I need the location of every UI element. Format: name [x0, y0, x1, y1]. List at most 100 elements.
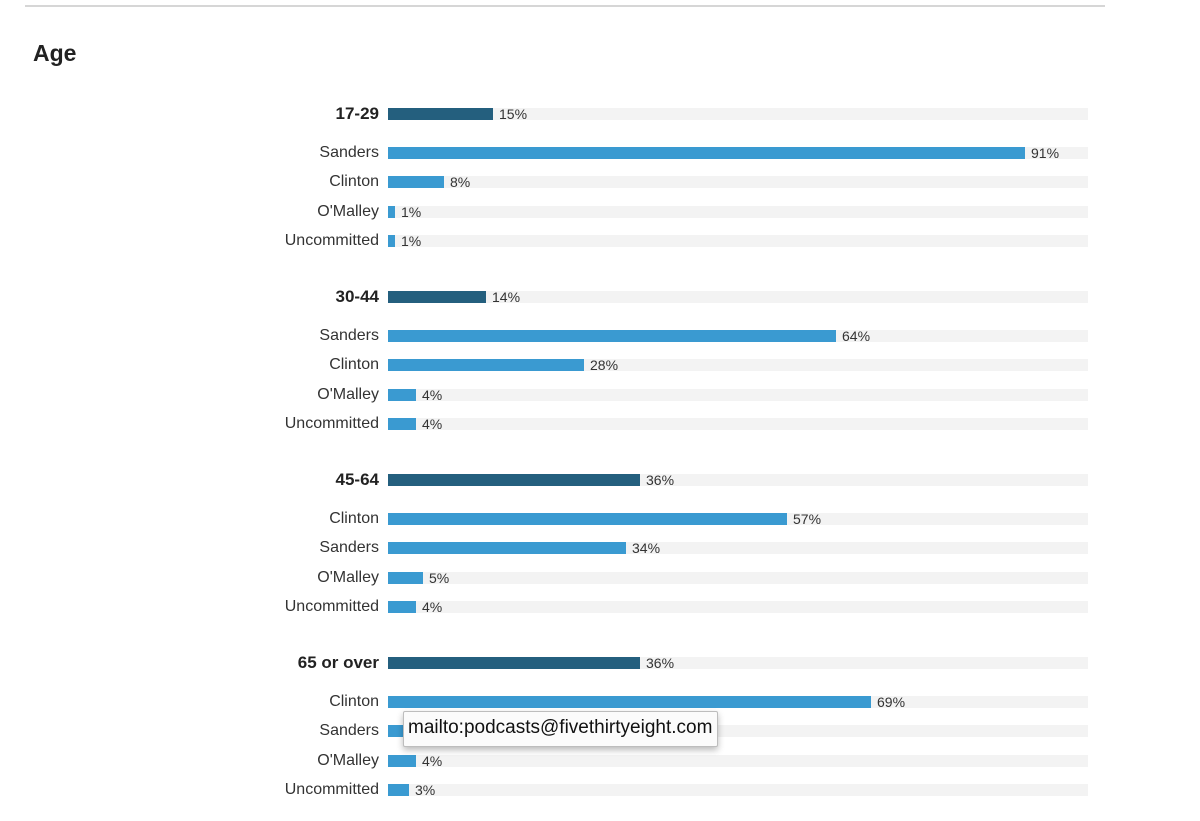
candidate-label: Clinton	[329, 173, 379, 190]
candidate-label: Uncommitted	[284, 415, 379, 432]
value-label: 64%	[842, 328, 871, 344]
value-label: 1%	[401, 233, 422, 249]
group-row: 45-64 36%	[0, 469, 1200, 491]
candidate-row: Sanders 64%	[0, 325, 1200, 347]
bar-track	[388, 359, 1088, 371]
group-bar	[388, 108, 493, 120]
group-row: 17-29 15%	[0, 103, 1200, 125]
bar-track	[388, 784, 1088, 796]
candidate-row: O'Malley 4%	[0, 750, 1200, 772]
bar-track	[388, 474, 1088, 486]
bar-track	[388, 147, 1088, 159]
bar-track	[388, 657, 1088, 669]
candidate-row: O'Malley 4%	[0, 384, 1200, 406]
group-bar	[388, 657, 640, 669]
candidate-row: Uncommitted 3%	[0, 779, 1200, 801]
candidate-label: Sanders	[319, 722, 379, 739]
candidate-bar	[388, 601, 416, 613]
candidate-row: Clinton 69%	[0, 691, 1200, 713]
candidate-label: Uncommitted	[284, 598, 379, 615]
value-label: 4%	[422, 416, 443, 432]
bar-track	[388, 572, 1088, 584]
group-label: 65 or over	[297, 653, 379, 672]
group-label: 17-29	[335, 104, 379, 123]
candidate-bar	[388, 359, 584, 371]
candidate-bar	[388, 418, 416, 430]
candidate-label: O'Malley	[317, 203, 379, 220]
candidate-row: Uncommitted 4%	[0, 596, 1200, 618]
candidate-label: O'Malley	[317, 752, 379, 769]
candidate-bar	[388, 176, 444, 188]
candidate-label: O'Malley	[317, 386, 379, 403]
candidate-label: Uncommitted	[284, 232, 379, 249]
candidate-bar	[388, 235, 395, 247]
value-label: 8%	[450, 174, 471, 190]
bar-track	[388, 389, 1088, 401]
bar-track	[388, 176, 1088, 188]
candidate-bar	[388, 389, 416, 401]
bar-track	[388, 513, 1088, 525]
value-label: 3%	[415, 782, 436, 798]
section-title: Age	[33, 40, 77, 66]
candidate-label: Sanders	[319, 539, 379, 556]
candidate-bar	[388, 696, 871, 708]
candidate-label: O'Malley	[317, 569, 379, 586]
candidate-bar	[388, 755, 416, 767]
candidate-label: Sanders	[319, 144, 379, 161]
value-label: 4%	[422, 753, 443, 769]
top-divider	[25, 5, 1105, 7]
candidate-label: Clinton	[329, 356, 379, 373]
bar-track	[388, 542, 1088, 554]
value-label: 4%	[422, 599, 443, 615]
link-tooltip: mailto:podcasts@fivethirtyeight.com	[403, 711, 719, 747]
group-bar	[388, 291, 486, 303]
bar-track	[388, 206, 1088, 218]
candidate-row: Uncommitted 1%	[0, 230, 1200, 252]
value-label: 4%	[422, 387, 443, 403]
bar-track	[388, 235, 1088, 247]
candidate-bar	[388, 206, 395, 218]
value-label: 91%	[1031, 145, 1060, 161]
group-label: 45-64	[335, 470, 379, 489]
value-label: 69%	[877, 694, 906, 710]
group-row: 30-44 14%	[0, 286, 1200, 308]
candidate-row: Clinton 57%	[0, 508, 1200, 530]
value-label: 5%	[429, 570, 450, 586]
candidate-label: Clinton	[329, 510, 379, 527]
group-row: 65 or over 36%	[0, 652, 1200, 674]
candidate-row: Clinton 8%	[0, 171, 1200, 193]
group-label: 30-44	[335, 287, 379, 306]
candidate-row: Uncommitted 4%	[0, 413, 1200, 435]
value-label: 36%	[646, 655, 675, 671]
bar-track	[388, 291, 1088, 303]
value-label: 34%	[632, 540, 661, 556]
bar-track	[388, 601, 1088, 613]
bar-track	[388, 696, 1088, 708]
candidate-row: Clinton 28%	[0, 354, 1200, 376]
candidate-row: Sanders 34%	[0, 537, 1200, 559]
value-label: 57%	[793, 511, 822, 527]
bar-track	[388, 418, 1088, 430]
candidate-row: O'Malley 1%	[0, 201, 1200, 223]
value-label: 28%	[590, 357, 619, 373]
candidate-bar	[388, 542, 626, 554]
bar-track	[388, 330, 1088, 342]
value-label: 36%	[646, 472, 675, 488]
candidate-bar	[388, 330, 836, 342]
group-bar	[388, 474, 640, 486]
value-label: 15%	[499, 106, 528, 122]
bar-track	[388, 108, 1088, 120]
candidate-bar	[388, 784, 409, 796]
value-label: 14%	[492, 289, 521, 305]
value-label: 1%	[401, 204, 422, 220]
candidate-bar	[388, 513, 787, 525]
candidate-label: Uncommitted	[284, 781, 379, 798]
candidate-bar	[388, 147, 1025, 159]
candidate-label: Sanders	[319, 327, 379, 344]
bar-track	[388, 755, 1088, 767]
candidate-row: Sanders 91%	[0, 142, 1200, 164]
candidate-bar	[388, 572, 423, 584]
candidate-label: Clinton	[329, 693, 379, 710]
candidate-row: O'Malley 5%	[0, 567, 1200, 589]
